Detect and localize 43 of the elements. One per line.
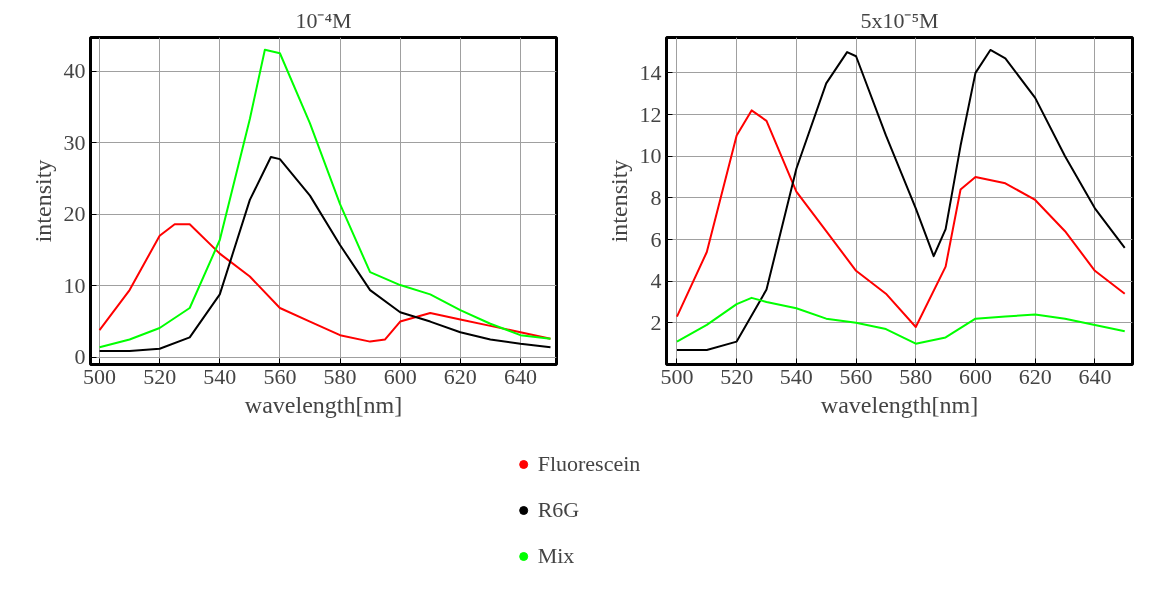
line-series	[675, 49, 1126, 351]
x-tick-label: 500	[83, 363, 117, 389]
y-tick-label: 20	[63, 201, 86, 227]
x-tick-label: 520	[720, 363, 754, 389]
x-axis-title: wavelength[nm]	[820, 391, 979, 418]
x-axis-title: wavelength[nm]	[244, 391, 403, 418]
y-axis-title: intensity	[605, 159, 632, 243]
line-series	[675, 296, 1126, 345]
line-series	[98, 223, 552, 343]
y-tick-label: 40	[63, 58, 86, 84]
y-tick-label: 2	[650, 309, 662, 335]
x-tick-label: 640	[1078, 363, 1112, 389]
y-tick-label: 4	[650, 268, 662, 294]
y-tick-label: 6	[650, 226, 662, 252]
y-axis-title: intensity	[29, 159, 56, 243]
x-tick-label: 560	[839, 363, 873, 389]
y-tick-label: 12	[639, 101, 662, 127]
x-tick-label: 500	[660, 363, 694, 389]
x-tick-label: 620	[1018, 363, 1052, 389]
y-tick-label: 0	[74, 344, 86, 370]
y-tick-label: 10	[63, 272, 86, 298]
line-series	[98, 48, 552, 349]
x-tick-label: 560	[263, 363, 297, 389]
line-series	[675, 109, 1126, 329]
x-tick-label: 540	[203, 363, 237, 389]
x-tick-label: 600	[958, 363, 992, 389]
legend-label: Fluorescein	[537, 451, 641, 477]
x-tick-label: 520	[143, 363, 177, 389]
x-tick-label: 580	[899, 363, 933, 389]
legend-label: R6G	[537, 497, 580, 523]
x-tick-label: 640	[503, 363, 537, 389]
chart-title: 5x10⁻⁵M	[860, 7, 939, 33]
x-tick-label: 580	[323, 363, 357, 389]
y-tick-label: 10	[639, 143, 662, 169]
legend-label: Mix	[537, 543, 575, 569]
chart-title: 10⁻⁴M	[295, 7, 352, 33]
line-series	[98, 155, 552, 352]
y-tick-label: 14	[639, 59, 662, 85]
x-tick-label: 540	[779, 363, 813, 389]
y-tick-label: 8	[650, 184, 662, 210]
x-tick-label: 620	[443, 363, 477, 389]
x-tick-label: 600	[383, 363, 417, 389]
y-tick-label: 30	[63, 129, 86, 155]
